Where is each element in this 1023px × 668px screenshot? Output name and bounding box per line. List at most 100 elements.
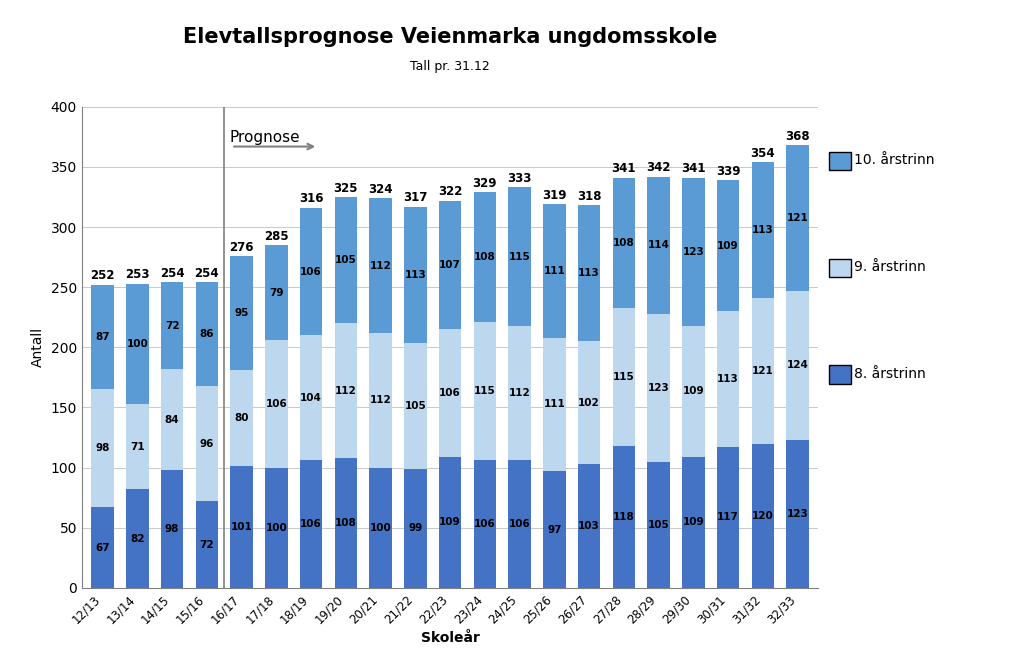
- Bar: [300, 335, 322, 460]
- Text: 105: 105: [404, 401, 427, 411]
- Text: 324: 324: [368, 183, 393, 196]
- Text: 105: 105: [335, 255, 357, 265]
- Text: 117: 117: [717, 512, 739, 522]
- Text: 115: 115: [613, 372, 634, 382]
- Text: 114: 114: [648, 240, 669, 250]
- Text: 115: 115: [508, 252, 531, 262]
- Bar: [161, 470, 183, 588]
- Text: 107: 107: [439, 260, 461, 270]
- Bar: [126, 489, 148, 588]
- Bar: [613, 446, 635, 588]
- Bar: [300, 208, 322, 335]
- Text: 106: 106: [508, 519, 531, 529]
- Text: 113: 113: [578, 269, 599, 279]
- Text: 86: 86: [199, 329, 214, 339]
- Bar: [752, 444, 774, 588]
- Bar: [439, 457, 461, 588]
- Text: 71: 71: [130, 442, 144, 452]
- Text: 82: 82: [130, 534, 144, 544]
- Text: 329: 329: [473, 177, 497, 190]
- Bar: [682, 178, 705, 326]
- Bar: [230, 370, 253, 466]
- Bar: [265, 468, 287, 588]
- Text: 99: 99: [408, 523, 422, 533]
- Text: 115: 115: [474, 386, 496, 396]
- Bar: [369, 198, 392, 333]
- Bar: [543, 338, 566, 471]
- Text: 98: 98: [95, 444, 109, 454]
- Text: 108: 108: [474, 253, 496, 262]
- Text: 67: 67: [95, 542, 110, 552]
- Bar: [335, 323, 357, 458]
- Text: 316: 316: [299, 192, 323, 206]
- Bar: [648, 176, 670, 314]
- Bar: [474, 460, 496, 588]
- Bar: [300, 460, 322, 588]
- Text: 118: 118: [613, 512, 634, 522]
- Text: 106: 106: [266, 399, 287, 409]
- Text: 100: 100: [127, 339, 148, 349]
- Text: 103: 103: [578, 521, 599, 531]
- Bar: [439, 329, 461, 457]
- Bar: [161, 283, 183, 369]
- Text: 368: 368: [786, 130, 810, 143]
- Bar: [717, 311, 740, 447]
- Bar: [230, 256, 253, 370]
- Text: 97: 97: [547, 524, 562, 534]
- Bar: [195, 501, 218, 588]
- Y-axis label: Antall: Antall: [31, 327, 45, 367]
- Text: 101: 101: [231, 522, 253, 532]
- Bar: [613, 178, 635, 308]
- Bar: [508, 460, 531, 588]
- Bar: [578, 206, 601, 341]
- Text: 10. årstrinn: 10. årstrinn: [854, 154, 935, 167]
- Bar: [787, 146, 809, 291]
- Text: 109: 109: [682, 517, 704, 527]
- Text: 106: 106: [439, 388, 461, 398]
- Text: 124: 124: [787, 361, 808, 370]
- Bar: [126, 404, 148, 489]
- Text: 87: 87: [95, 332, 110, 342]
- Bar: [578, 341, 601, 464]
- Bar: [648, 314, 670, 462]
- Bar: [404, 206, 427, 343]
- Text: 95: 95: [234, 308, 249, 318]
- Text: 319: 319: [542, 189, 567, 202]
- Text: 253: 253: [125, 269, 149, 281]
- Text: 112: 112: [335, 385, 357, 395]
- Text: 123: 123: [682, 246, 704, 257]
- Text: 109: 109: [682, 386, 704, 396]
- Text: 79: 79: [269, 288, 283, 298]
- Bar: [265, 245, 287, 340]
- Bar: [474, 192, 496, 322]
- Text: 111: 111: [543, 399, 566, 409]
- Text: 113: 113: [717, 374, 739, 384]
- Bar: [91, 507, 114, 588]
- Text: 72: 72: [165, 321, 179, 331]
- Bar: [335, 197, 357, 323]
- Text: 341: 341: [681, 162, 706, 176]
- Text: 354: 354: [751, 147, 775, 160]
- Text: 254: 254: [194, 267, 219, 280]
- Bar: [682, 457, 705, 588]
- Bar: [578, 464, 601, 588]
- Bar: [543, 204, 566, 338]
- Text: 108: 108: [335, 518, 357, 528]
- Bar: [91, 389, 114, 507]
- Text: 112: 112: [369, 395, 392, 405]
- Bar: [369, 468, 392, 588]
- Text: Prognose: Prognose: [229, 130, 300, 146]
- Text: 98: 98: [165, 524, 179, 534]
- Bar: [717, 180, 740, 311]
- Text: 276: 276: [229, 240, 254, 254]
- Bar: [161, 369, 183, 470]
- Text: 120: 120: [752, 511, 773, 520]
- Bar: [439, 200, 461, 329]
- Bar: [717, 447, 740, 588]
- Text: 9. årstrinn: 9. årstrinn: [854, 261, 926, 274]
- Text: Tall pr. 31.12: Tall pr. 31.12: [410, 60, 490, 73]
- Text: Elevtallsprognose Veienmarka ungdomsskole: Elevtallsprognose Veienmarka ungdomsskol…: [183, 27, 717, 47]
- Text: 123: 123: [787, 509, 808, 519]
- Bar: [508, 326, 531, 460]
- Bar: [91, 285, 114, 389]
